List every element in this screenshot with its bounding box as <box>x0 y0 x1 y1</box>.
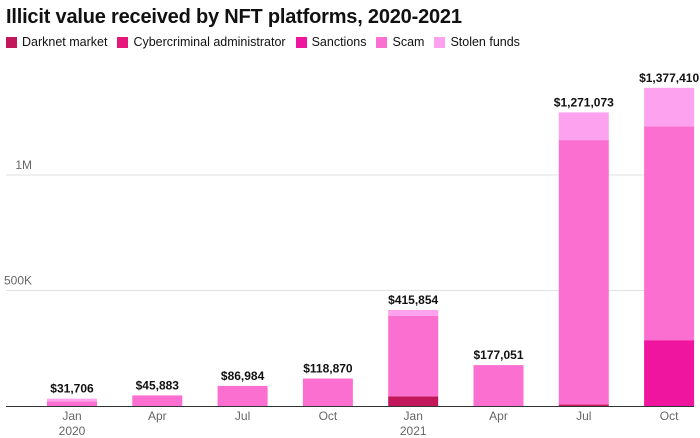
x-tick-label-6-0: Jul <box>576 409 591 423</box>
legend-swatch-stolen-funds <box>434 36 446 48</box>
bar-segment-6-stolen-funds <box>558 112 609 141</box>
bar-segment-3-scam <box>302 378 353 406</box>
bar-segment-4-darknet-market <box>388 396 439 406</box>
bar-segment-6-darknet-market <box>558 404 609 406</box>
chart-title: Illicit value received by NFT platforms,… <box>6 6 462 28</box>
total-label-4: $415,854 <box>388 293 438 307</box>
bar-segment-4-stolen-funds <box>388 309 439 316</box>
legend-swatch-sanctions <box>295 36 307 48</box>
legend-item-stolen-funds: Stolen funds <box>434 35 520 49</box>
legend-item-darknet-market: Darknet market <box>6 35 107 49</box>
legend-item-scam: Scam <box>376 35 424 49</box>
total-label-6: $1,271,073 <box>554 95 614 109</box>
bar-segment-0-scam <box>47 401 97 406</box>
legend-label-stolen-funds: Stolen funds <box>450 35 520 49</box>
x-tick-label-5-0: Apr <box>489 409 508 423</box>
x-tick-label-0-1: 2020 <box>59 424 86 438</box>
bar-segment-6-scam <box>558 140 609 405</box>
legend-item-sanctions: Sanctions <box>295 35 367 49</box>
legend-label-sanctions: Sanctions <box>311 35 367 49</box>
bar-segment-1-scam <box>132 395 183 406</box>
bar-segment-5-scam <box>473 365 524 406</box>
total-label-7: $1,377,410 <box>639 71 699 85</box>
total-label-2: $86,984 <box>221 369 265 383</box>
total-label-3: $118,870 <box>303 362 353 376</box>
total-label-1: $45,883 <box>136 378 180 392</box>
x-tick-label-1-0: Apr <box>148 409 167 423</box>
x-tick-label-4-1: 2021 <box>400 424 427 438</box>
bar-segment-7-sanctions <box>644 340 695 406</box>
bar-segment-2-scam <box>217 385 268 406</box>
legend-swatch-cybercriminal-administrator <box>117 36 129 48</box>
bar-segment-6-cybercriminal-administrator <box>558 404 609 405</box>
y-tick-label-0: 500K <box>4 274 32 288</box>
bar-segment-4-scam <box>388 315 439 397</box>
bar-segment-7-stolen-funds <box>644 87 695 127</box>
legend-item-cybercriminal-administrator: Cybercriminal administrator <box>117 35 286 49</box>
legend-swatch-darknet-market <box>6 36 17 48</box>
x-tick-label-0-0: Jan <box>62 409 81 423</box>
x-tick-label-2-0: Jul <box>235 409 250 423</box>
total-label-0: $31,706 <box>50 382 94 396</box>
legend-swatch-scam <box>376 36 388 48</box>
x-tick-label-4-0: Jan <box>404 409 423 423</box>
y-tick-label-1: 1M <box>15 158 32 172</box>
bar-segment-7-scam <box>644 126 695 341</box>
legend: Darknet market Cybercriminal administrat… <box>6 35 520 49</box>
legend-label-darknet-market: Darknet market <box>22 35 108 49</box>
x-tick-label-3-0: Oct <box>319 409 338 423</box>
legend-label-cybercriminal-administrator: Cybercriminal administrator <box>133 35 286 49</box>
bar-segment-0-stolen-funds <box>47 398 97 402</box>
legend-label-scam: Scam <box>392 35 425 49</box>
total-label-5: $177,051 <box>473 348 523 362</box>
x-tick-label-7-0: Oct <box>660 409 679 423</box>
